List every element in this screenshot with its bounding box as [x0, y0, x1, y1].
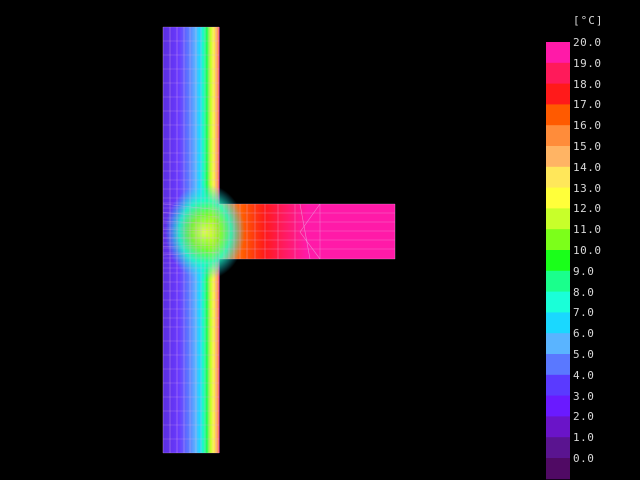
legend-swatch	[546, 229, 570, 251]
legend-swatch	[546, 312, 570, 334]
legend-level-label: 20.0	[573, 36, 602, 49]
legend-swatch	[546, 250, 570, 272]
legend-level-label: 8.0	[573, 285, 595, 299]
legend-swatch	[546, 83, 570, 105]
legend-swatch	[546, 42, 570, 64]
legend-unit-label: [°C]	[573, 14, 604, 27]
legend-swatch	[546, 125, 570, 147]
mesh-line	[162, 244, 220, 247]
mesh-line	[162, 203, 220, 211]
legend-swatch	[546, 395, 570, 417]
mesh-line	[162, 212, 220, 218]
legend-swatch	[546, 291, 570, 313]
legend-level-label: 15.0	[573, 140, 602, 153]
legend-level-label: 18.0	[573, 77, 602, 91]
legend-level-label: 5.0	[573, 348, 595, 361]
legend-swatch	[546, 416, 570, 438]
mesh-line	[162, 251, 220, 256]
legend-swatch	[546, 62, 570, 85]
legend-level-label: 7.0	[573, 306, 595, 320]
legend-color-scale	[546, 42, 570, 480]
legend-swatch	[546, 374, 570, 397]
legend-swatch	[546, 270, 570, 293]
legend-level-label: 11.0	[573, 223, 602, 237]
legend-swatch	[546, 437, 570, 459]
legend-level-label: 6.0	[573, 327, 595, 341]
legend-swatch	[546, 354, 570, 376]
legend-swatch	[546, 208, 570, 230]
mesh-line	[299, 231, 321, 260]
mesh-line	[299, 203, 321, 233]
legend-swatch	[546, 146, 570, 168]
legend-level-label: 2.0	[573, 410, 595, 424]
legend-level-label: 14.0	[573, 160, 602, 174]
legend-swatch	[546, 333, 570, 355]
legend-level-label: 3.0	[573, 389, 595, 403]
legend-swatch	[546, 458, 570, 480]
mesh-line	[162, 229, 220, 232]
legend-level-label: 0.0	[573, 452, 595, 465]
legend-level-label: 12.0	[573, 202, 602, 216]
legend-swatch	[546, 187, 570, 209]
legend-level-label: 4.0	[573, 368, 595, 382]
mesh-line	[162, 220, 220, 225]
legend-level-label: 16.0	[573, 119, 602, 133]
legend-swatch	[546, 104, 570, 126]
temperature-legend	[546, 42, 570, 480]
legend-level-label: 19.0	[573, 56, 602, 70]
mesh-line	[299, 203, 311, 260]
legend-level-label: 17.0	[573, 98, 602, 112]
legend-level-label: 10.0	[573, 244, 602, 257]
legend-level-label: 1.0	[573, 431, 595, 445]
legend-level-label: 9.0	[573, 264, 595, 278]
finite-element-mesh	[162, 26, 396, 454]
legend-swatch	[546, 166, 570, 189]
legend-level-label: 13.0	[573, 181, 602, 195]
slab-section	[219, 204, 395, 259]
